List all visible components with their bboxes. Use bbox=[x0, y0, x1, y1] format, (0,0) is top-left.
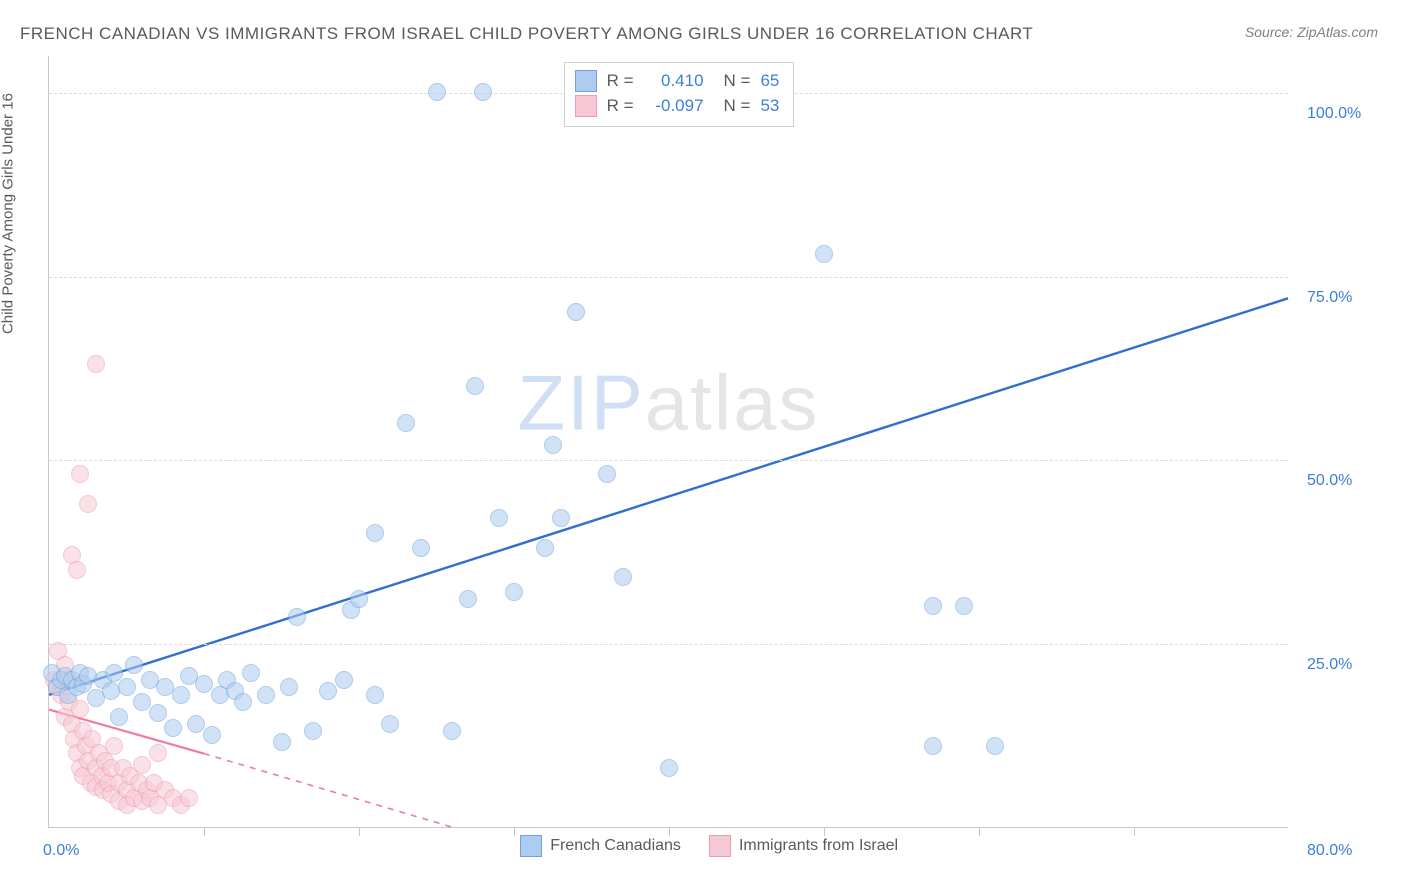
x-tick bbox=[1134, 828, 1135, 836]
marker-series-a bbox=[428, 83, 446, 101]
x-tick bbox=[204, 828, 205, 836]
stats-row: R = -0.097 N = 53 bbox=[575, 94, 780, 119]
marker-series-a bbox=[924, 597, 942, 615]
x-tick bbox=[514, 828, 515, 836]
trend-lines bbox=[49, 56, 1288, 827]
legend-item: French Canadians bbox=[520, 835, 681, 857]
y-tick-label: 25.0% bbox=[1307, 656, 1352, 674]
x-origin-label: 0.0% bbox=[43, 842, 79, 860]
marker-series-a bbox=[536, 539, 554, 557]
marker-series-a bbox=[544, 436, 562, 454]
r-value: 0.410 bbox=[644, 69, 704, 94]
marker-series-a bbox=[133, 693, 151, 711]
marker-series-a bbox=[412, 539, 430, 557]
legend: French Canadians Immigrants from Israel bbox=[520, 835, 898, 857]
marker-series-a bbox=[187, 715, 205, 733]
marker-series-a bbox=[350, 590, 368, 608]
chart-title: FRENCH CANADIAN VS IMMIGRANTS FROM ISRAE… bbox=[20, 24, 1033, 44]
marker-series-a bbox=[466, 377, 484, 395]
source-prefix: Source: bbox=[1245, 24, 1297, 40]
legend-swatch bbox=[575, 70, 597, 92]
marker-series-a bbox=[304, 722, 322, 740]
stats-box: R = 0.410 N = 65 R = -0.097 N = 53 bbox=[564, 62, 795, 127]
marker-series-a bbox=[335, 671, 353, 689]
y-axis-label: Child Poverty Among Girls Under 16 bbox=[0, 93, 17, 334]
marker-series-a bbox=[118, 678, 136, 696]
marker-series-b bbox=[105, 737, 123, 755]
marker-series-a bbox=[443, 722, 461, 740]
marker-series-a bbox=[614, 568, 632, 586]
marker-series-a bbox=[280, 678, 298, 696]
marker-series-a bbox=[110, 708, 128, 726]
legend-swatch bbox=[520, 835, 542, 857]
stats-row: R = 0.410 N = 65 bbox=[575, 69, 780, 94]
marker-series-a bbox=[172, 686, 190, 704]
marker-series-a bbox=[381, 715, 399, 733]
marker-series-a bbox=[257, 686, 275, 704]
legend-swatch bbox=[709, 835, 731, 857]
marker-series-b bbox=[133, 756, 151, 774]
marker-series-a bbox=[125, 656, 143, 674]
r-value: -0.097 bbox=[644, 94, 704, 119]
marker-series-b bbox=[149, 744, 167, 762]
y-tick-label: 100.0% bbox=[1307, 105, 1361, 123]
y-tick-label: 75.0% bbox=[1307, 289, 1352, 307]
gridline bbox=[49, 644, 1288, 645]
n-value: 65 bbox=[760, 69, 779, 94]
y-tick-label: 50.0% bbox=[1307, 472, 1352, 490]
marker-series-a bbox=[459, 590, 477, 608]
marker-series-a bbox=[986, 737, 1004, 755]
gridline bbox=[49, 277, 1288, 278]
marker-series-a bbox=[288, 608, 306, 626]
r-label: R = bbox=[607, 69, 634, 94]
trend-line bbox=[49, 298, 1288, 695]
marker-series-a bbox=[164, 719, 182, 737]
legend-label: Immigrants from Israel bbox=[739, 837, 898, 855]
gridline bbox=[49, 460, 1288, 461]
marker-series-a bbox=[924, 737, 942, 755]
marker-series-a bbox=[242, 664, 260, 682]
marker-series-a bbox=[195, 675, 213, 693]
legend-swatch bbox=[575, 95, 597, 117]
marker-series-a bbox=[149, 704, 167, 722]
marker-series-a bbox=[598, 465, 616, 483]
marker-series-b bbox=[68, 561, 86, 579]
marker-series-b bbox=[71, 700, 89, 718]
legend-label: French Canadians bbox=[550, 837, 681, 855]
marker-series-a bbox=[474, 83, 492, 101]
legend-item: Immigrants from Israel bbox=[709, 835, 898, 857]
marker-series-a bbox=[203, 726, 221, 744]
x-tick bbox=[979, 828, 980, 836]
marker-series-a bbox=[552, 509, 570, 527]
plot-area: ZIPatlas 25.0%50.0%75.0%100.0%0.0%80.0%R… bbox=[48, 56, 1288, 828]
x-tick bbox=[359, 828, 360, 836]
marker-series-a bbox=[366, 524, 384, 542]
marker-series-a bbox=[397, 414, 415, 432]
trend-line bbox=[204, 754, 452, 827]
marker-series-a bbox=[273, 733, 291, 751]
x-max-label: 80.0% bbox=[1307, 842, 1352, 860]
n-value: 53 bbox=[760, 94, 779, 119]
marker-series-b bbox=[180, 789, 198, 807]
marker-series-b bbox=[79, 495, 97, 513]
marker-series-a bbox=[366, 686, 384, 704]
marker-series-b bbox=[87, 355, 105, 373]
marker-series-a bbox=[505, 583, 523, 601]
source-attribution: Source: ZipAtlas.com bbox=[1245, 24, 1378, 40]
marker-series-a bbox=[955, 597, 973, 615]
marker-series-a bbox=[490, 509, 508, 527]
source-name: ZipAtlas.com bbox=[1297, 24, 1378, 40]
r-label: R = bbox=[607, 94, 634, 119]
marker-series-a bbox=[234, 693, 252, 711]
marker-series-b bbox=[71, 465, 89, 483]
n-label: N = bbox=[724, 94, 751, 119]
n-label: N = bbox=[724, 69, 751, 94]
marker-series-a bbox=[815, 245, 833, 263]
marker-series-a bbox=[567, 303, 585, 321]
marker-series-a bbox=[660, 759, 678, 777]
marker-series-a bbox=[319, 682, 337, 700]
